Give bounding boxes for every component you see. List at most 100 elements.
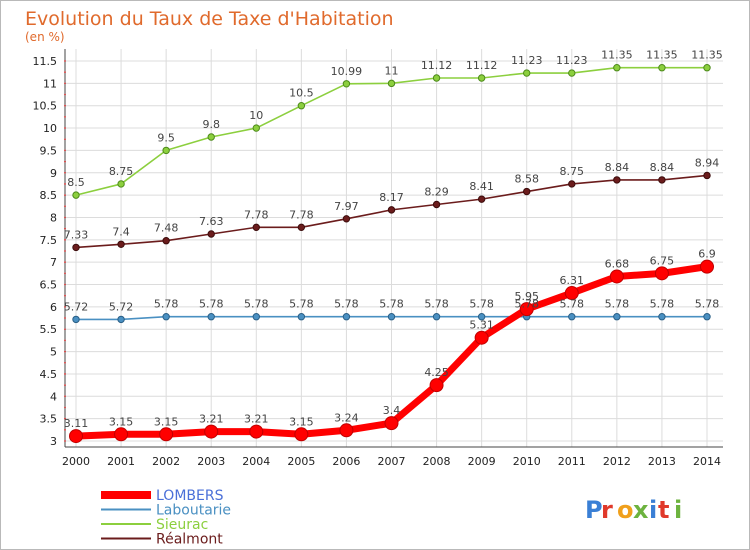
laboutarie-point	[568, 313, 576, 321]
realmont-data-label: 8.41	[469, 180, 494, 193]
y-minor-mark	[64, 417, 66, 420]
lombers-data-label: 3.15	[154, 415, 179, 428]
logo-letter: x	[633, 496, 649, 524]
laboutarie-data-label: 5.78	[424, 298, 449, 311]
sieurac-legend-label: Sieurac	[156, 517, 208, 533]
y-tick-label: 8	[50, 211, 57, 224]
y-minor-mark	[64, 317, 66, 319]
sieurac-data-label: 9.5	[157, 131, 175, 144]
realmont-data-label: 7.4	[112, 225, 130, 238]
lombers-point	[294, 427, 309, 442]
y-minor-mark	[64, 261, 66, 264]
laboutarie-data-label: 5.78	[695, 298, 720, 311]
laboutarie-data-label: 5.72	[109, 300, 134, 313]
sieurac-point	[703, 64, 711, 72]
y-tick-label: 5	[50, 346, 57, 359]
realmont-data-label: 8.84	[605, 161, 630, 174]
logo-letter: r	[601, 496, 613, 524]
lombers-legend-label: LOMBERS	[156, 488, 224, 504]
y-minor-mark	[64, 115, 66, 118]
laboutarie-data-label: 5.78	[289, 298, 314, 311]
lombers-data-label: 6.75	[650, 254, 675, 267]
y-minor-mark	[64, 294, 66, 297]
logo-letter: P	[585, 496, 603, 524]
logo-letter: o	[617, 496, 634, 524]
y-minor-mark	[64, 127, 66, 129]
sieurac-point	[117, 180, 125, 188]
laboutarie-data-label: 5.78	[514, 298, 539, 311]
sieurac-point	[162, 146, 170, 155]
sieurac-point	[252, 124, 260, 132]
laboutarie-data-label: 5.72	[64, 300, 89, 313]
logo-letter: i	[649, 496, 657, 524]
realmont-point	[297, 223, 306, 232]
lombers-point	[114, 427, 129, 442]
y-tick-label: 9.5	[40, 144, 58, 157]
lombers-point	[339, 423, 354, 438]
y-minor-mark	[64, 440, 66, 442]
y-minor-mark	[64, 194, 66, 197]
realmont-point	[162, 237, 170, 245]
lombers-point	[519, 302, 534, 317]
sieurac-data-label: 11.35	[601, 49, 633, 62]
y-tick-label: 6	[50, 301, 57, 314]
y-minor-mark	[64, 104, 66, 107]
y-tick-label: 4	[50, 390, 57, 403]
y-minor-mark	[64, 305, 66, 308]
sieurac-data-label: 10.5	[289, 87, 314, 100]
realmont-point	[658, 176, 666, 184]
y-minor-mark	[64, 350, 66, 353]
realmont-point	[477, 195, 486, 203]
proxiti-logo: Pr o x i t i	[585, 496, 682, 524]
sieurac-point	[658, 64, 666, 72]
y-minor-mark	[64, 171, 66, 174]
laboutarie-point	[117, 315, 125, 324]
y-minor-mark	[64, 183, 66, 185]
lombers-data-label: 3.15	[289, 415, 314, 428]
y-tick-label: 8.5	[40, 189, 58, 202]
lombers-data-label: 6.68	[605, 257, 630, 270]
realmont-data-label: 7.78	[244, 208, 269, 221]
lombers-data-label: 3.21	[244, 413, 269, 426]
lombers-data-label: 3.21	[199, 413, 224, 426]
y-tick-label: 3.5	[40, 413, 58, 426]
x-tick-label: 2003	[197, 455, 225, 468]
realmont-data-label: 8.29	[424, 186, 449, 199]
laboutarie-data-label: 5.78	[560, 298, 585, 311]
laboutarie-data-label: 5.78	[199, 298, 224, 311]
y-minor-mark	[64, 361, 66, 364]
y-minor-mark	[64, 339, 66, 342]
realmont-data-label: 7.78	[289, 208, 314, 221]
y-tick-label: 4.5	[40, 368, 58, 381]
lombers-point	[384, 416, 399, 431]
y-minor-mark	[64, 428, 66, 431]
realmont-point	[568, 180, 576, 188]
realmont-point	[703, 171, 711, 180]
lombers-point	[654, 266, 669, 281]
realmont-point	[252, 223, 260, 232]
sieurac-point	[72, 191, 80, 199]
realmont-point	[117, 240, 125, 248]
sieurac-data-label: 11.23	[511, 54, 543, 67]
laboutarie-data-label: 5.78	[154, 298, 179, 311]
lombers-data-label: 3.24	[334, 411, 359, 424]
lombers-data-label: 5.95	[514, 290, 539, 303]
y-minor-mark	[64, 71, 66, 74]
x-tick-label: 2007	[378, 455, 406, 468]
y-minor-mark	[64, 149, 66, 152]
y-minor-mark	[64, 406, 66, 409]
sieurac-data-label: 11.12	[466, 59, 498, 72]
y-tick-label: 10.5	[33, 100, 58, 113]
y-minor-mark	[64, 216, 66, 219]
y-minor-mark	[64, 93, 66, 96]
x-tick-label: 2012	[603, 455, 631, 468]
y-minor-mark	[64, 82, 66, 85]
laboutarie-legend-label: Laboutarie	[156, 503, 231, 519]
logo-letter: i	[674, 496, 682, 524]
y-tick-label: 7.5	[40, 234, 58, 247]
laboutarie-point	[252, 313, 260, 321]
realmont-point	[613, 176, 621, 184]
lombers-point	[429, 378, 444, 393]
sieurac-point	[613, 64, 621, 72]
